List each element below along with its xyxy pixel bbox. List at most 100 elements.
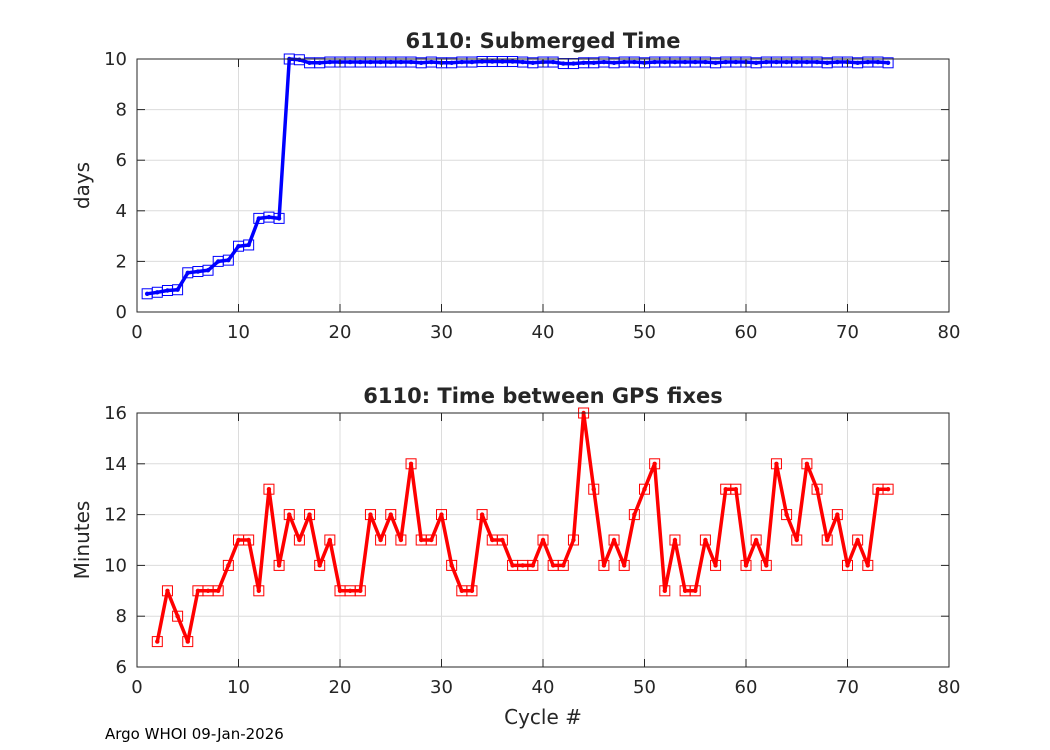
footer-credit: Argo WHOI 09-Jan-2026 (105, 725, 284, 743)
x-tick-label: 50 (633, 322, 656, 343)
data-point-marker (588, 483, 600, 495)
data-point (865, 563, 870, 568)
y-tick-label: 12 (104, 505, 127, 526)
x-tick-label: 60 (735, 677, 758, 698)
data-point-marker (750, 534, 762, 546)
data-point (479, 59, 485, 64)
data-point (297, 537, 302, 543)
data-point-marker (740, 559, 752, 571)
y-tick-label: 16 (104, 403, 127, 424)
data-point (804, 59, 810, 65)
data-point (825, 537, 830, 543)
x-tick-label: 60 (735, 322, 758, 343)
data-point (358, 59, 363, 65)
data-point (855, 60, 860, 65)
y-tick-label: 8 (116, 606, 127, 627)
data-point-marker (791, 534, 803, 546)
data-point (439, 512, 444, 517)
x-tick-label: 10 (227, 677, 250, 698)
data-point (347, 59, 353, 65)
data-point (226, 257, 231, 263)
y-tick-label: 10 (104, 555, 127, 576)
data-point (550, 59, 556, 65)
data-point (388, 59, 393, 65)
data-point (550, 563, 556, 568)
gps-fix-time-chart: 0 10 20 30 40 50 60 70 80 6 8 10 12 14 16 6110: Time b… (70, 384, 960, 729)
data-point (490, 537, 495, 543)
data-point (561, 61, 566, 66)
data-point-marker (496, 534, 508, 546)
data-point (561, 563, 566, 568)
data-point (297, 57, 302, 62)
data-point (601, 563, 607, 568)
data-point (479, 512, 485, 517)
data-point (723, 487, 728, 492)
data-point (753, 537, 759, 543)
data-point (764, 59, 769, 65)
y-tick-label: 0 (116, 302, 127, 323)
data-point (266, 214, 272, 220)
data-point (652, 461, 657, 466)
data-point (490, 59, 495, 64)
data-point (287, 512, 292, 517)
data-point-marker (446, 559, 458, 571)
x-tick-label: 0 (131, 677, 142, 698)
data-point (195, 588, 201, 593)
data-point (368, 59, 373, 65)
chart-title: 6110: Time between GPS fixes (363, 384, 723, 408)
data-point (429, 59, 434, 65)
data-point (520, 563, 525, 568)
y-tick-label: 6 (116, 657, 127, 678)
data-point (500, 537, 505, 543)
data-point (155, 290, 160, 295)
x-tick-label: 70 (836, 322, 859, 343)
data-point (632, 59, 637, 65)
data-point (601, 59, 607, 65)
data-point (459, 59, 464, 65)
data-point (581, 60, 586, 65)
data-point (682, 588, 688, 593)
data-point-marker (710, 559, 722, 571)
data-point (216, 259, 221, 264)
x-tick-label: 20 (329, 322, 352, 343)
x-tick-label: 20 (329, 677, 352, 698)
data-point-marker (395, 534, 407, 546)
data-point-marker (364, 509, 376, 521)
data-point-marker (760, 559, 772, 571)
y-tick-label: 4 (116, 201, 127, 222)
data-point (510, 59, 515, 64)
data-point (713, 563, 718, 568)
data-point (713, 60, 718, 65)
data-point (814, 487, 820, 492)
data-point (611, 537, 617, 543)
data-point (165, 288, 170, 293)
data-point (317, 60, 322, 65)
data-point-marker (689, 585, 701, 597)
data-point-marker (466, 585, 478, 597)
data-point (378, 59, 383, 65)
data-point-marker (770, 458, 782, 470)
data-point-marker (862, 559, 874, 571)
data-point (205, 588, 211, 593)
data-point (378, 537, 383, 543)
data-point (205, 268, 211, 273)
y-tick-label: 10 (104, 49, 127, 70)
data-point (276, 563, 282, 568)
data-point-marker (699, 534, 711, 546)
data-point-marker (842, 559, 853, 571)
data-point-marker (425, 534, 437, 546)
data-point-marker (608, 534, 620, 546)
data-point-marker (273, 212, 285, 224)
y-tick-label: 8 (116, 100, 127, 121)
data-point (469, 588, 475, 593)
data-point (591, 60, 596, 65)
y-tick-label: 2 (116, 251, 127, 272)
data-point (398, 59, 404, 65)
data-point (733, 487, 739, 492)
data-point-marker (628, 509, 640, 521)
data-point-marker (639, 483, 650, 495)
data-point-marker (375, 534, 387, 546)
data-point (317, 563, 322, 568)
data-point (743, 563, 749, 568)
data-point-marker (801, 458, 813, 470)
